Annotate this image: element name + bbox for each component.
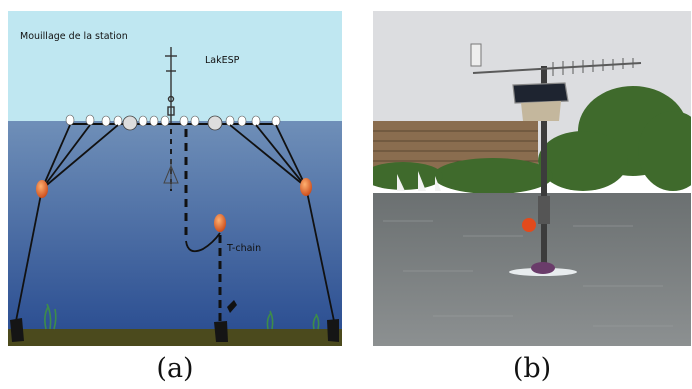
float <box>237 115 247 127</box>
weather-sensor <box>470 43 482 67</box>
station-photo <box>373 11 691 346</box>
seaweed <box>44 303 320 330</box>
mooring-diagram: Mouillage de la station LakESP T-chain <box>8 11 342 346</box>
float <box>149 115 159 127</box>
lake-bed <box>8 329 342 346</box>
water-area <box>8 121 342 331</box>
mooring-diagram-svg: Mouillage de la station LakESP T-chain <box>8 11 342 346</box>
t-chain-label: T-chain <box>226 243 261 254</box>
float <box>179 115 189 127</box>
solar-panel <box>512 82 569 104</box>
anchor-left <box>10 318 24 342</box>
station-mast <box>165 47 177 123</box>
marker-buoy-left <box>36 180 48 198</box>
photo-sailboats <box>397 171 441 191</box>
sky-area <box>8 11 342 121</box>
float <box>190 115 200 127</box>
marker-buoy-center <box>214 214 226 232</box>
orange-buoy <box>522 218 536 232</box>
float <box>85 114 95 126</box>
mooring-lines <box>15 124 335 323</box>
float <box>225 115 235 127</box>
float <box>101 115 111 127</box>
diagram-title: Mouillage de la station <box>20 31 128 42</box>
lake-ripples <box>383 220 673 327</box>
float <box>271 115 281 127</box>
photo-trees <box>373 86 691 194</box>
station-pole <box>541 66 547 276</box>
base-ring <box>531 262 555 274</box>
antenna-elements <box>552 58 634 76</box>
marker-buoy-right <box>300 178 312 196</box>
station-label: LakESP <box>205 55 240 66</box>
float <box>160 115 170 127</box>
float <box>251 115 261 127</box>
float <box>113 115 123 127</box>
sensor-frame <box>163 159 179 189</box>
float <box>207 115 223 131</box>
station-photo-svg <box>373 11 691 346</box>
anchor-right <box>327 319 339 342</box>
pole-instrument <box>538 196 550 224</box>
depth-sensor <box>227 300 237 313</box>
float <box>65 114 75 126</box>
float <box>138 115 148 127</box>
caption-b: (b) <box>512 353 552 384</box>
float <box>122 115 138 131</box>
solar-panel-box <box>521 101 561 121</box>
anchor-center <box>214 321 228 342</box>
caption-a: (a) <box>156 353 194 384</box>
